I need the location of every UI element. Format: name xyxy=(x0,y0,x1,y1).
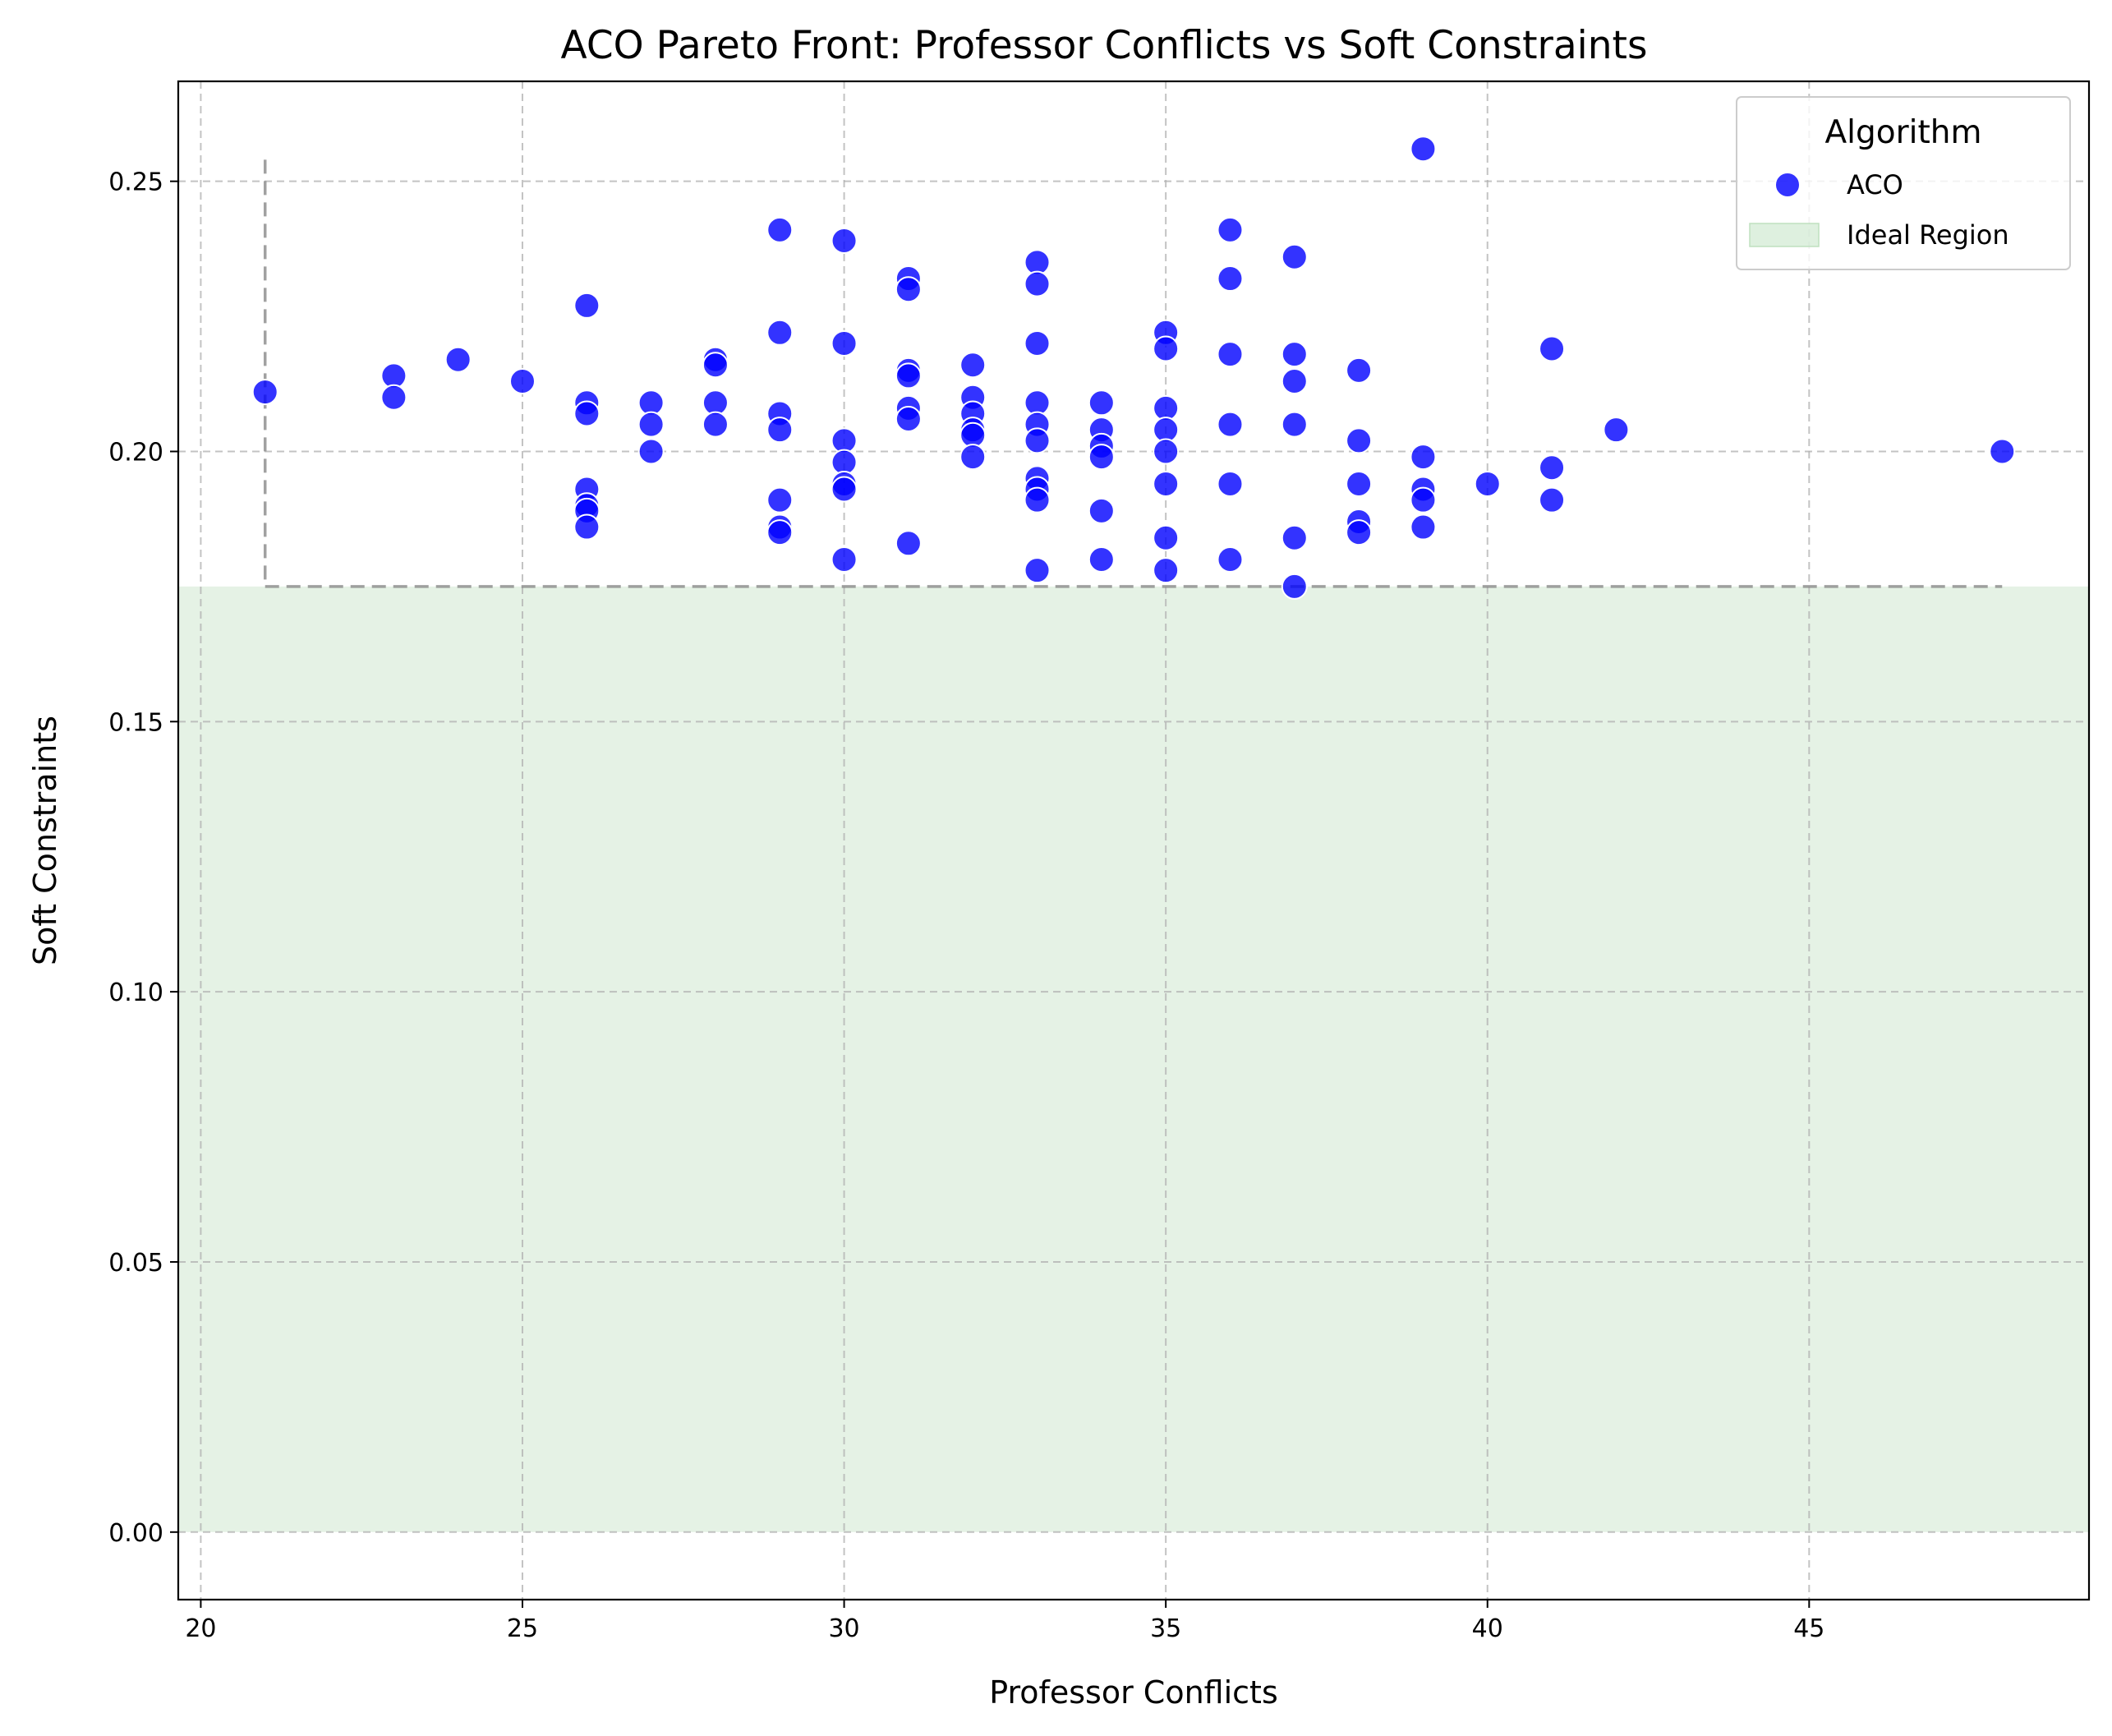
pareto-outline xyxy=(263,159,2003,588)
data-point-aco xyxy=(1346,470,1373,497)
data-point-aco xyxy=(1410,513,1437,541)
data-point-aco xyxy=(1281,341,1308,368)
data-point-aco xyxy=(895,530,922,557)
legend: Algorithm ACO Ideal Region xyxy=(1736,96,2071,270)
x-tick-label: 45 xyxy=(1793,1614,1824,1643)
data-point-aco xyxy=(508,367,536,394)
legend-title: Algorithm xyxy=(1824,114,1981,151)
y-tick-label: 0.10 xyxy=(108,979,163,1007)
data-point-aco xyxy=(1024,427,1051,454)
data-point-aco xyxy=(766,486,794,513)
legend-patch-ideal-region xyxy=(1749,223,1820,247)
data-point-aco xyxy=(1217,341,1244,368)
data-point-aco xyxy=(1281,243,1308,270)
x-tick-label: 40 xyxy=(1472,1614,1503,1643)
data-point-aco xyxy=(766,519,794,546)
plot-frame xyxy=(177,80,2091,1601)
data-point-aco xyxy=(1217,216,1244,243)
data-point-aco xyxy=(1153,438,1180,465)
y-tick-label: 0.00 xyxy=(108,1519,163,1548)
data-point-aco xyxy=(895,362,922,389)
y-axis: 0.00 0.05 0.10 0.15 0.20 0.25 xyxy=(108,168,178,1548)
y-tick-label: 0.20 xyxy=(108,438,163,467)
data-point-aco xyxy=(251,379,278,406)
chart-title: ACO Pareto Front: Professor Conflicts vs… xyxy=(561,23,1648,68)
data-point-aco xyxy=(959,444,987,471)
data-point-aco xyxy=(1088,497,1115,524)
data-point-aco xyxy=(1539,335,1566,362)
data-point-aco xyxy=(1153,524,1180,551)
data-point-aco xyxy=(895,406,922,433)
legend-label-ideal-region: Ideal Region xyxy=(1847,219,2009,251)
data-point-aco xyxy=(573,400,600,427)
data-point-aco xyxy=(1024,270,1051,297)
data-point-aco xyxy=(1024,486,1051,513)
x-tick-label: 25 xyxy=(507,1614,538,1643)
data-point-aco xyxy=(766,216,794,243)
y-tick-label: 0.15 xyxy=(108,708,163,737)
data-point-aco xyxy=(1088,444,1115,471)
data-point-aco xyxy=(1539,486,1566,513)
y-tick-label: 0.05 xyxy=(108,1249,163,1278)
x-tick-label: 30 xyxy=(828,1614,859,1643)
data-point-aco xyxy=(702,411,729,438)
x-axis: 20 25 30 35 40 45 xyxy=(185,1600,1824,1643)
data-point-aco xyxy=(831,476,858,503)
data-point-aco xyxy=(1153,557,1180,584)
x-axis-label: Professor Conflicts xyxy=(989,1674,1278,1711)
aco-points xyxy=(251,136,2016,600)
data-point-aco xyxy=(1217,546,1244,573)
data-point-aco xyxy=(1346,357,1373,384)
data-point-aco xyxy=(895,276,922,303)
data-point-aco xyxy=(702,352,729,379)
data-point-aco xyxy=(1346,427,1373,454)
y-tick-label: 0.25 xyxy=(108,168,163,197)
data-point-aco xyxy=(766,417,794,444)
data-point-aco xyxy=(380,384,407,411)
x-tick-label: 35 xyxy=(1150,1614,1181,1643)
legend-box xyxy=(1736,96,2071,270)
data-point-aco xyxy=(444,346,472,373)
legend-label-aco: ACO xyxy=(1847,169,1903,200)
data-point-aco xyxy=(959,352,987,379)
data-point-aco xyxy=(1281,524,1308,551)
x-tick-label: 20 xyxy=(185,1614,216,1643)
data-point-aco xyxy=(1281,367,1308,394)
data-point-aco xyxy=(1217,265,1244,292)
data-point-aco xyxy=(1024,329,1051,357)
legend-marker-aco xyxy=(1774,172,1801,198)
data-point-aco xyxy=(1024,557,1051,584)
data-point-aco xyxy=(1539,454,1566,481)
data-point-aco xyxy=(1410,444,1437,471)
y-axis-label: Soft Constraints xyxy=(27,716,63,965)
data-point-aco xyxy=(637,411,665,438)
data-point-aco xyxy=(1217,411,1244,438)
data-point-aco xyxy=(1281,411,1308,438)
data-point-aco xyxy=(1153,470,1180,497)
data-point-aco xyxy=(831,228,858,255)
data-point-aco xyxy=(831,329,858,357)
data-point-aco xyxy=(1410,136,1437,163)
data-point-aco xyxy=(831,546,858,573)
data-point-aco xyxy=(1088,546,1115,573)
data-point-aco xyxy=(637,438,665,465)
data-point-aco xyxy=(573,292,600,319)
data-point-aco xyxy=(1603,417,1630,444)
data-point-aco xyxy=(1281,573,1308,600)
data-point-aco xyxy=(1088,389,1115,417)
ideal-region xyxy=(178,586,2089,1532)
data-point-aco xyxy=(1410,486,1437,513)
data-point-aco xyxy=(1474,470,1501,497)
data-point-aco xyxy=(1153,335,1180,362)
data-point-aco xyxy=(1989,438,2016,465)
data-point-aco xyxy=(1346,519,1373,546)
data-point-aco xyxy=(766,319,794,346)
data-point-aco xyxy=(573,513,600,541)
data-point-aco xyxy=(1217,470,1244,497)
